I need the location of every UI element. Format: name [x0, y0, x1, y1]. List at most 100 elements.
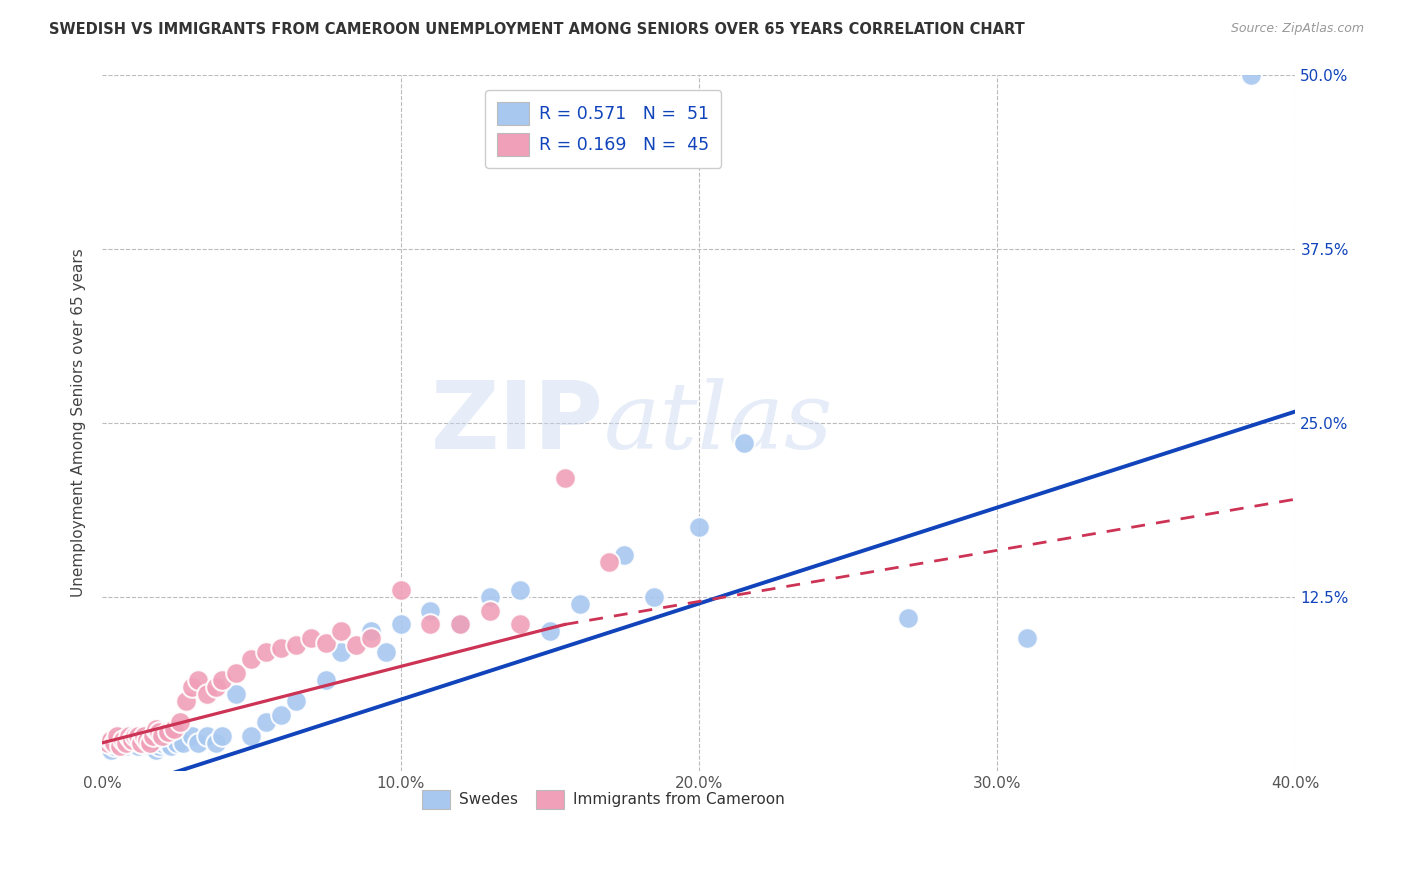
Text: SWEDISH VS IMMIGRANTS FROM CAMEROON UNEMPLOYMENT AMONG SENIORS OVER 65 YEARS COR: SWEDISH VS IMMIGRANTS FROM CAMEROON UNEM… [49, 22, 1025, 37]
Point [509, 582, 531, 597]
Point [643, 590, 665, 604]
Point [240, 652, 263, 666]
Point [285, 694, 308, 708]
Y-axis label: Unemployment Among Seniors over 65 years: Unemployment Among Seniors over 65 years [72, 248, 86, 597]
Point [115, 736, 138, 750]
Point [97, 736, 120, 750]
Point [174, 694, 197, 708]
Point [153, 729, 176, 743]
Point [389, 617, 412, 632]
Point [105, 729, 128, 743]
Point [100, 743, 122, 757]
Point [132, 729, 155, 743]
Point [163, 722, 186, 736]
Legend: Swedes, Immigrants from Cameroon: Swedes, Immigrants from Cameroon [416, 783, 790, 815]
Point [449, 617, 471, 632]
Point [118, 736, 141, 750]
Point [112, 733, 135, 747]
Point [180, 729, 202, 743]
Point [897, 610, 920, 624]
Point [479, 603, 502, 617]
Point [568, 597, 591, 611]
Point [204, 736, 226, 750]
Point [1240, 68, 1263, 82]
Point [225, 687, 247, 701]
Point [509, 617, 531, 632]
Point [538, 624, 561, 639]
Point [254, 645, 277, 659]
Point [225, 666, 247, 681]
Point [270, 641, 292, 656]
Point [389, 582, 412, 597]
Point [299, 632, 322, 646]
Point [554, 471, 576, 485]
Point [195, 687, 218, 701]
Point [148, 724, 170, 739]
Point [136, 733, 159, 747]
Point [187, 673, 209, 688]
Point [121, 733, 143, 747]
Point [329, 645, 352, 659]
Point [285, 639, 308, 653]
Point [156, 736, 179, 750]
Point [112, 729, 135, 743]
Point [180, 680, 202, 694]
Point [139, 739, 162, 753]
Point [613, 548, 636, 562]
Point [688, 520, 710, 534]
Point [172, 736, 194, 750]
Point [148, 739, 170, 753]
Point [139, 736, 162, 750]
Point [129, 736, 152, 750]
Point [315, 673, 337, 688]
Point [344, 639, 367, 653]
Point [479, 590, 502, 604]
Point [360, 624, 382, 639]
Point [211, 673, 233, 688]
Point [103, 739, 125, 753]
Point [598, 555, 620, 569]
Point [108, 736, 131, 750]
Point [145, 743, 167, 757]
Point [187, 736, 209, 750]
Point [240, 729, 263, 743]
Point [419, 603, 441, 617]
Point [129, 736, 152, 750]
Point [127, 739, 149, 753]
Text: Source: ZipAtlas.com: Source: ZipAtlas.com [1230, 22, 1364, 36]
Point [124, 733, 146, 747]
Point [132, 729, 155, 743]
Point [100, 733, 122, 747]
Point [733, 436, 755, 450]
Point [142, 729, 165, 743]
Point [159, 739, 181, 753]
Point [254, 714, 277, 729]
Point [108, 739, 131, 753]
Text: atlas: atlas [603, 377, 832, 467]
Point [211, 729, 233, 743]
Point [150, 729, 173, 743]
Point [142, 733, 165, 747]
Point [121, 729, 143, 743]
Point [124, 729, 146, 743]
Point [150, 736, 173, 750]
Point [136, 736, 159, 750]
Point [118, 729, 141, 743]
Point [195, 729, 218, 743]
Point [449, 617, 471, 632]
Point [105, 733, 128, 747]
Text: ZIP: ZIP [430, 376, 603, 468]
Point [169, 714, 191, 729]
Point [145, 722, 167, 736]
Point [374, 645, 396, 659]
Point [360, 632, 382, 646]
Point [1015, 632, 1038, 646]
Point [166, 736, 188, 750]
Point [315, 635, 337, 649]
Point [115, 739, 138, 753]
Point [156, 724, 179, 739]
Point [329, 624, 352, 639]
Point [103, 736, 125, 750]
Point [419, 617, 441, 632]
Point [127, 729, 149, 743]
